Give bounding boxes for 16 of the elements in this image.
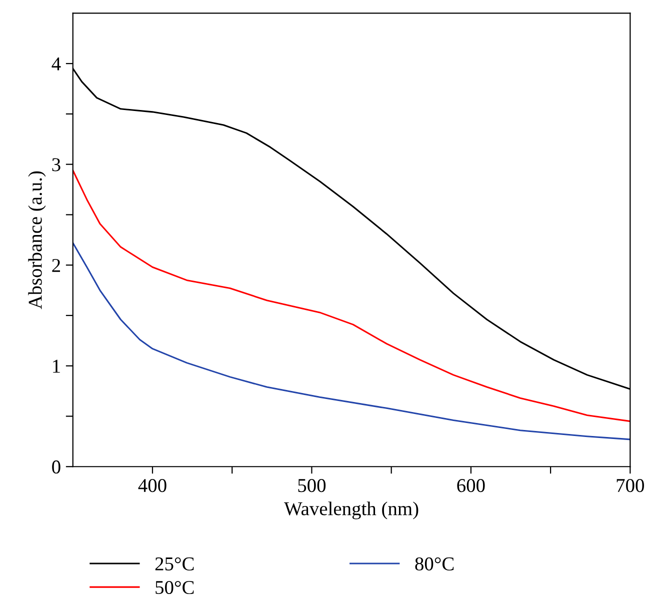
line-series	[72, 242, 630, 440]
y-tick-label: 0	[52, 460, 60, 474]
x-axis-title: Wavelength (nm)	[284, 502, 418, 520]
legend-label: 80°C	[415, 557, 454, 570]
x-tick-label: 500	[298, 478, 326, 492]
legend-label: 50°C	[156, 580, 194, 594]
y-tick-label: 2	[52, 258, 60, 272]
x-tick-label: 400	[138, 478, 166, 492]
y-tick-label: 3	[52, 158, 60, 172]
y-tick-label: 4	[52, 58, 61, 70]
x-tick-label: 600	[457, 478, 485, 492]
y-tick-label: 1	[53, 360, 60, 373]
line-series	[72, 170, 630, 422]
legend-label: 25°C	[155, 557, 194, 570]
y-axis-title: Absorbance (a.u.)	[28, 171, 46, 310]
x-tick-label: 700	[616, 478, 644, 492]
